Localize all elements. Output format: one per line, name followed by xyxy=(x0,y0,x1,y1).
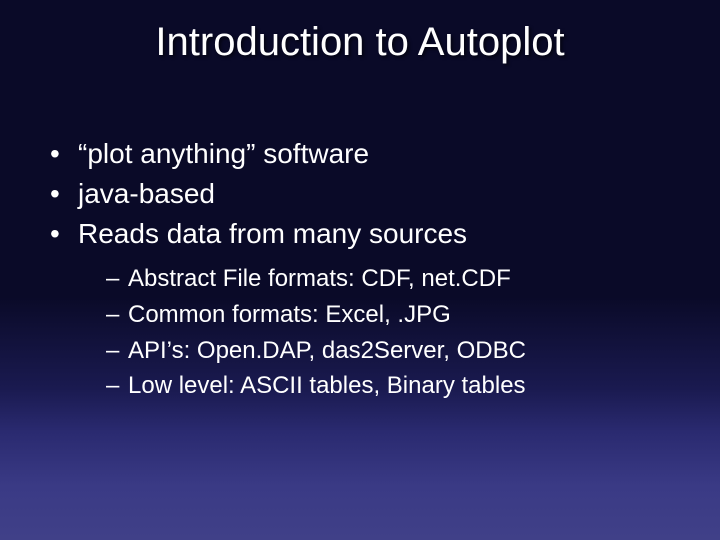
sub-bullet-item: Common formats: Excel, .JPG xyxy=(106,298,680,332)
sub-bullet-list: Abstract File formats: CDF, net.CDF Comm… xyxy=(78,262,680,402)
bullet-item: Reads data from many sources Abstract Fi… xyxy=(50,215,680,403)
bullet-text: “plot anything” software xyxy=(78,138,369,169)
sub-bullet-item: API’s: Open.DAP, das2Server, ODBC xyxy=(106,334,680,368)
sub-bullet-text: Abstract File formats: CDF, net.CDF xyxy=(128,265,511,292)
bullet-list: “plot anything” software java-based Read… xyxy=(50,135,680,403)
sub-bullet-text: API’s: Open.DAP, das2Server, ODBC xyxy=(128,337,526,364)
sub-bullet-text: Common formats: Excel, .JPG xyxy=(128,301,451,328)
bullet-item: “plot anything” software xyxy=(50,135,680,173)
sub-bullet-item: Abstract File formats: CDF, net.CDF xyxy=(106,262,680,296)
bullet-text: Reads data from many sources xyxy=(78,218,467,249)
slide: Introduction to Autoplot “plot anything”… xyxy=(0,0,720,540)
slide-title: Introduction to Autoplot xyxy=(0,20,720,65)
slide-body: “plot anything” software java-based Read… xyxy=(50,135,680,405)
bullet-text: java-based xyxy=(78,178,215,209)
bullet-item: java-based xyxy=(50,175,680,213)
sub-bullet-item: Low level: ASCII tables, Binary tables xyxy=(106,369,680,403)
sub-bullet-text: Low level: ASCII tables, Binary tables xyxy=(128,372,526,399)
